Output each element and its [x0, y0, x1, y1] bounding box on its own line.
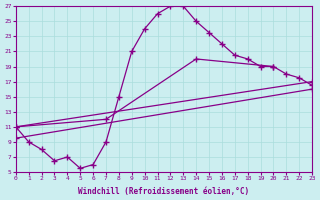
X-axis label: Windchill (Refroidissement éolien,°C): Windchill (Refroidissement éolien,°C) [78, 187, 250, 196]
